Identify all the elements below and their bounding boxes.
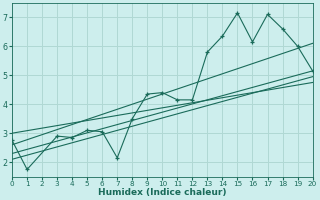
X-axis label: Humidex (Indice chaleur): Humidex (Indice chaleur) (98, 188, 227, 197)
